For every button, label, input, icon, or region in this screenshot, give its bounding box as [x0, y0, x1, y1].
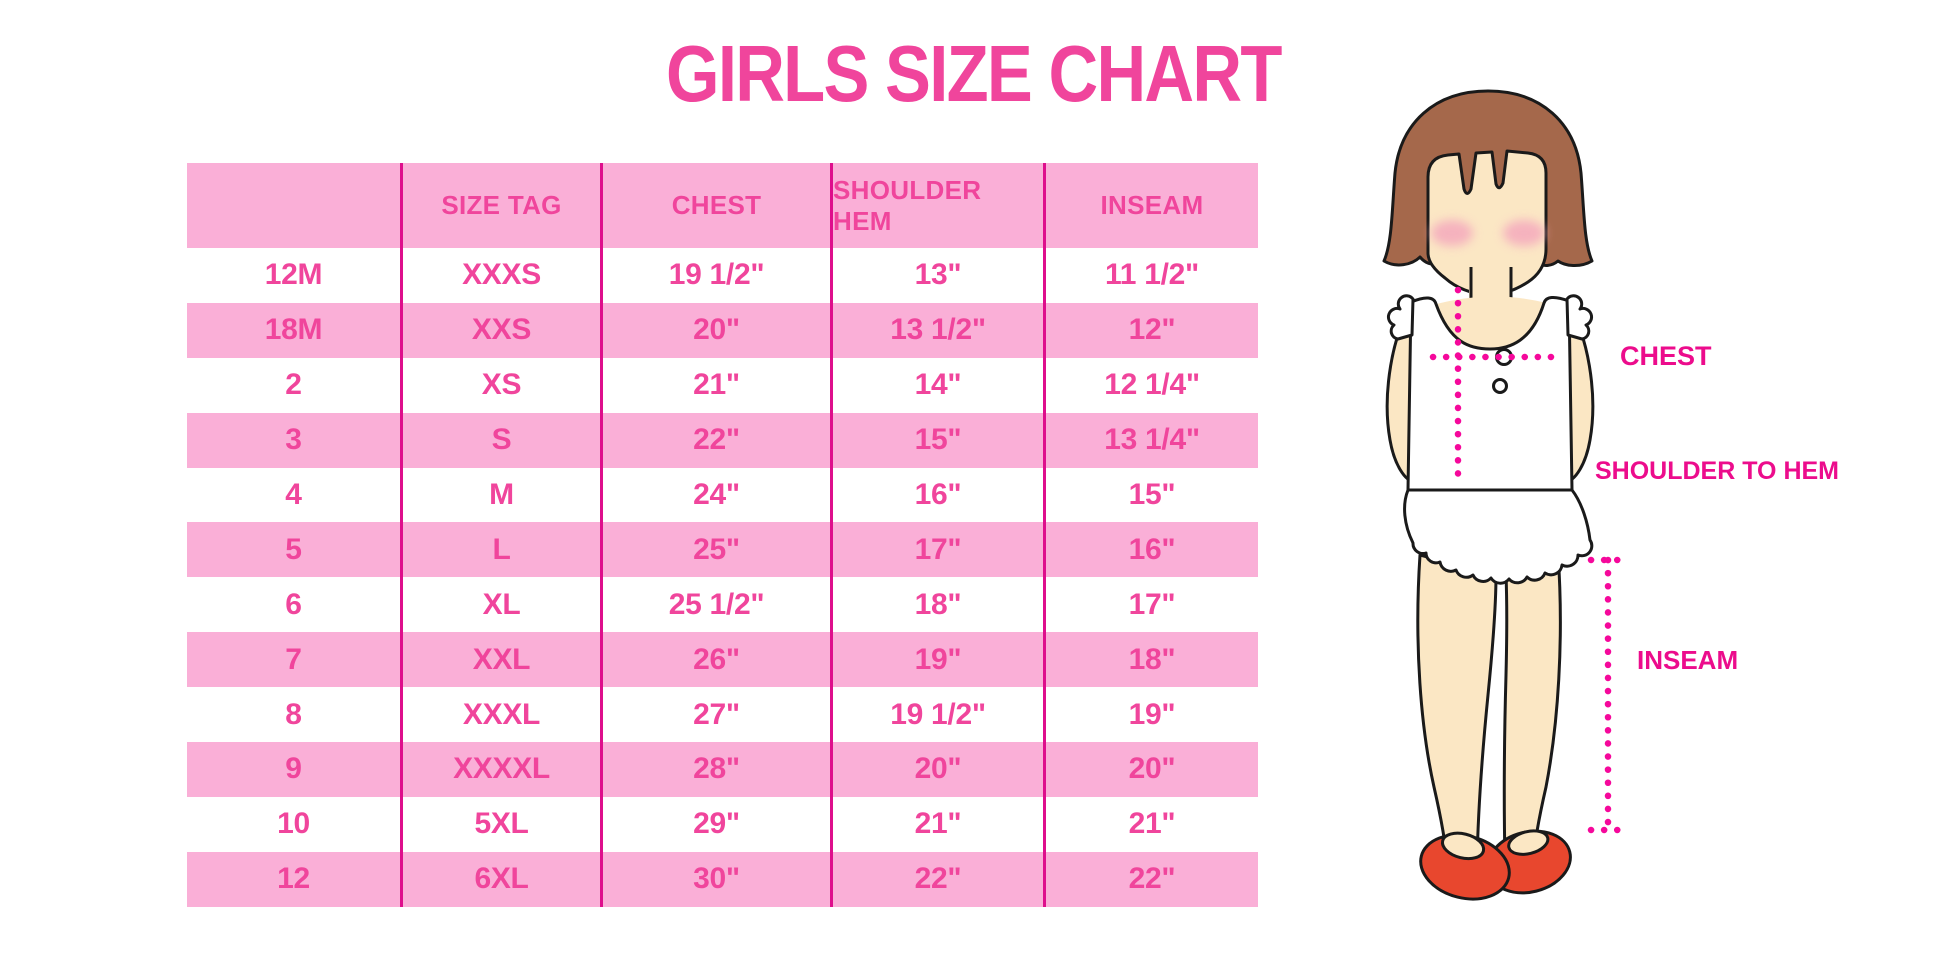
- blush-left: [1431, 220, 1473, 246]
- inseam-label: INSEAM: [1637, 645, 1739, 675]
- table-cell: 13 1/4": [1043, 412, 1258, 468]
- table-cell: 15": [1043, 467, 1258, 523]
- table-cell: 15": [830, 412, 1043, 468]
- table-cell: 13": [830, 248, 1043, 303]
- table-row: 12M XXXS 19 1/2" 13" 11 1/2": [187, 248, 1258, 303]
- table-header-row: SIZE TAG CHEST SHOULDER HEM INSEAM: [187, 163, 1258, 248]
- table-cell: 16": [1043, 522, 1258, 578]
- table-cell: 5XL: [400, 796, 600, 852]
- blush-right: [1503, 220, 1545, 246]
- table-cell: 18": [1043, 632, 1258, 688]
- table-cell: 22": [830, 851, 1043, 907]
- table-row: 5 L 25" 17" 16": [187, 522, 1258, 578]
- table-row: 6 XL 25 1/2" 18" 17": [187, 577, 1258, 633]
- table-cell: 13 1/2": [830, 302, 1043, 358]
- table-cell: XXXL: [400, 687, 600, 743]
- table-cell: 6XL: [400, 851, 600, 907]
- table-cell: 7: [285, 642, 302, 676]
- table-row: 8 XXXL 27" 19 1/2" 19": [187, 687, 1258, 743]
- table-cell: XXS: [400, 302, 600, 358]
- table-cell: 4: [285, 478, 302, 511]
- right-shoe-opening: [1507, 829, 1550, 856]
- table-row: 10 5XL 29" 21" 21": [187, 796, 1258, 852]
- table-cell: 20": [1043, 742, 1258, 797]
- shoulder-to-hem-label: SHOULDER TO HEM: [1595, 457, 1839, 485]
- table-cell: 18M: [264, 313, 323, 347]
- table-row: 4 M 24" 16" 15": [187, 467, 1258, 523]
- table-cell: 22": [600, 412, 830, 468]
- table-cell: 17": [830, 522, 1043, 578]
- table-row: 3 S 22" 15" 13 1/4": [187, 412, 1258, 468]
- table-cell: 12: [277, 862, 310, 896]
- table-cell: 19 1/2": [600, 248, 830, 303]
- table-cell: 14": [830, 357, 1043, 413]
- table-cell: M: [400, 467, 600, 523]
- table-cell: 11 1/2": [1043, 248, 1258, 303]
- button-bottom: [1492, 378, 1508, 394]
- table-cell: XL: [400, 577, 600, 633]
- left-leg: [1416, 553, 1498, 865]
- table-cell: 28": [600, 742, 830, 797]
- table-cell: 21": [830, 796, 1043, 852]
- header-cell: CHEST: [600, 163, 830, 248]
- table-cell: XS: [400, 357, 600, 413]
- table-cell: L: [400, 522, 600, 578]
- table-row: 2 XS 21" 14" 12 1/4": [187, 357, 1258, 413]
- table-cell: 10: [277, 807, 310, 841]
- table-cell: S: [400, 412, 600, 468]
- table-cell: 18": [830, 577, 1043, 633]
- table-cell: XXXS: [400, 248, 600, 303]
- table-cell: 12": [1043, 302, 1258, 358]
- right-leg: [1502, 551, 1562, 865]
- table-cell: 3: [285, 423, 302, 457]
- table-cell: XXL: [400, 632, 600, 688]
- table-cell: 25 1/2": [600, 577, 830, 633]
- table-row: 7 XXL 26" 19" 18": [187, 632, 1258, 688]
- right-shoulder-ruffle: [1565, 294, 1594, 341]
- table-cell: 20": [830, 742, 1043, 797]
- header-cell: INSEAM: [1043, 163, 1258, 248]
- header-cell: SHOULDER HEM: [830, 163, 1043, 248]
- table-cell: 12M: [264, 258, 323, 292]
- title-wrap: GIRLS SIZE CHART: [0, 28, 1946, 120]
- header-cell: [187, 163, 400, 248]
- table-cell: 17": [1043, 577, 1258, 633]
- table-cell: 2: [285, 368, 302, 402]
- table-cell: XXXXL: [400, 742, 600, 797]
- table-cell: 6: [285, 587, 302, 621]
- table-row: 18M XXS 20" 13 1/2" 12": [187, 302, 1258, 358]
- table-cell: 20": [600, 302, 830, 358]
- table-cell: 22": [1043, 851, 1258, 907]
- table-cell: 25": [600, 522, 830, 578]
- skirt: [1403, 488, 1594, 585]
- table-cell: 30": [600, 851, 830, 907]
- table-row: 12 6XL 30" 22" 22": [187, 851, 1258, 907]
- table-cell: 12 1/4": [1043, 357, 1258, 413]
- page-title: GIRLS SIZE CHART: [665, 29, 1282, 118]
- header-cell: SIZE TAG: [400, 163, 600, 248]
- table-cell: 16": [830, 467, 1043, 523]
- table-cell: 24": [600, 467, 830, 523]
- left-shoulder-ruffle: [1386, 294, 1415, 341]
- table-cell: 29": [600, 796, 830, 852]
- face: [1426, 149, 1548, 297]
- table-row: 9 XXXXL 28" 20" 20": [187, 742, 1258, 797]
- size-table: SIZE TAG CHEST SHOULDER HEM INSEAM 12M XXXS 19…: [187, 163, 1258, 907]
- table-cell: 5: [285, 532, 302, 566]
- table-cell: 21": [600, 357, 830, 413]
- table-cell: 8: [285, 697, 302, 731]
- table-cell: 21": [1043, 796, 1258, 852]
- left-shoe-opening: [1440, 831, 1486, 861]
- table-cell: 19 1/2": [830, 687, 1043, 743]
- table-cell: 19": [830, 632, 1043, 688]
- table-cell: 27": [600, 687, 830, 743]
- bodice: [1406, 296, 1574, 492]
- table-cell: 19": [1043, 687, 1258, 743]
- table-cell: 9: [285, 752, 302, 786]
- girl-illustration: [1382, 89, 1625, 901]
- chest-label: CHEST: [1620, 341, 1712, 371]
- table-cell: 26": [600, 632, 830, 688]
